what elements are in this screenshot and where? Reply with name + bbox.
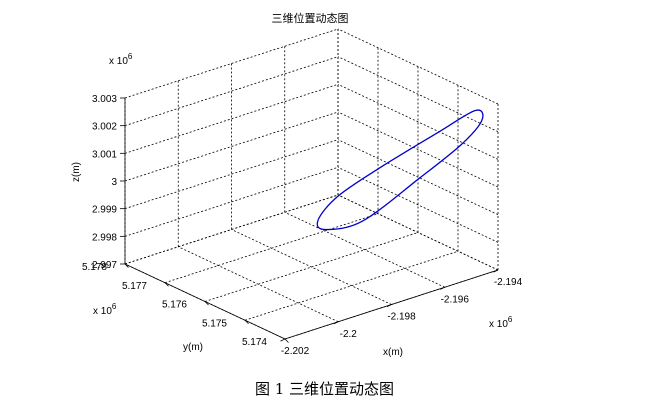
trajectory-curve [316, 109, 484, 231]
x-tick-label: -2.198 [387, 312, 416, 323]
x-tick-label: -2.2 [340, 329, 358, 340]
axes-frame [120, 97, 499, 343]
grid-line [164, 213, 379, 284]
grid-line [244, 250, 459, 321]
z-exponent-label: x 106 [109, 52, 133, 67]
x-tick-mark [386, 304, 392, 308]
x-tick-mark [493, 269, 499, 273]
x-axis-label: x(m) [383, 347, 403, 358]
grid-line [284, 211, 445, 288]
z-tick-label: 3.001 [92, 149, 117, 160]
y-tick-label: 5.178 [82, 262, 107, 273]
grid-line [124, 166, 339, 237]
y-tick-mark [164, 282, 169, 287]
z-tick-label: 3 [111, 177, 117, 188]
x-tick-label: -2.202 [281, 346, 310, 357]
figure-caption: 图 1 三维位置动态图 [254, 380, 395, 398]
grid-line [124, 83, 339, 154]
grid-line [231, 229, 392, 305]
grid-line [124, 28, 339, 99]
x-tick-mark [440, 286, 445, 290]
grid-line [337, 166, 499, 243]
z-tick-label: 2.999 [92, 205, 117, 216]
grid-line [337, 56, 499, 133]
grid-line [204, 232, 419, 302]
x-tick-mark [333, 321, 339, 325]
grid-line [337, 83, 499, 160]
z-tick-label: 3.002 [92, 122, 117, 133]
y-tick-mark [204, 301, 209, 306]
trajectory-layer [316, 109, 484, 231]
grid-line [124, 56, 339, 127]
grid-line [124, 194, 339, 265]
y-tick-mark [284, 338, 289, 343]
grid-lines [124, 28, 499, 340]
tick-labels: -2.202 -2.2 -2.198 -2.196 -2.194 5.174 5.175 5.… [82, 94, 523, 357]
x-tick-label: -2.194 [494, 277, 523, 288]
grid-line [337, 111, 499, 188]
y-exponent-label: x 106 [93, 302, 117, 317]
grid-line [124, 111, 339, 182]
grid-line [178, 246, 339, 323]
y-tick-mark [244, 319, 249, 325]
y-tick-label: 5.175 [202, 318, 227, 329]
y-axis-label: y(m) [183, 342, 203, 353]
chart-title: 三维位置动态图 [272, 11, 349, 25]
grid-line [337, 194, 499, 271]
grid-line [124, 139, 339, 210]
y-tick-label: 5.174 [242, 337, 267, 348]
x-tick-label: -2.196 [441, 294, 470, 305]
grid-line [337, 28, 499, 105]
y-tick-label: 5.176 [162, 300, 187, 311]
z-tick-label: 2.998 [92, 232, 117, 243]
grid-line [337, 139, 499, 216]
z-tick-label: 3.003 [92, 94, 117, 105]
y-tick-label: 5.177 [122, 281, 147, 292]
x-exponent-label: x 106 [489, 315, 513, 330]
y-tick-mark [124, 263, 129, 268]
z-axis-label: z(m) [71, 162, 82, 182]
x-tick-mark [280, 338, 286, 342]
z-tick-label: 2.997 [92, 260, 117, 271]
